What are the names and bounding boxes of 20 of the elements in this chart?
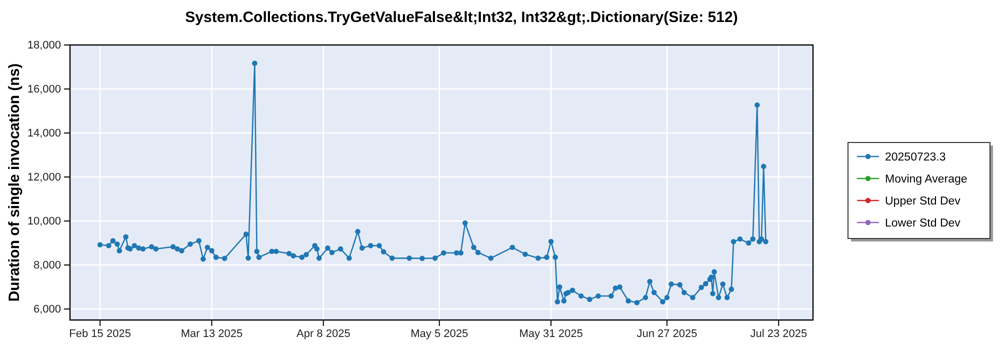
y-tick-label: 6,000 <box>33 304 61 316</box>
x-tick-label: Feb 15 2025 <box>69 328 131 340</box>
y-tick-label: 14,000 <box>27 128 61 140</box>
x-tick-label: May 31 2025 <box>519 328 583 340</box>
x-tick-label: Jun 27 2025 <box>636 328 698 340</box>
y-tick-label: 12,000 <box>27 172 61 184</box>
x-tick-label: Mar 13 2025 <box>180 328 243 340</box>
y-tick-label: 18,000 <box>27 40 61 52</box>
legend-label: Moving Average <box>885 174 968 186</box>
chart-title: System.Collections.TryGetValueFalse&lt;Int32, Int32&gt;.Dictionary(Size: 512) <box>185 9 738 26</box>
legend-label: Lower Std Dev <box>885 218 961 230</box>
x-tick-label: May 5 2025 <box>410 328 468 340</box>
y-axis-title: Duration of single invocation (ns) <box>6 63 23 302</box>
y-tick-label: 8,000 <box>33 260 61 272</box>
y-tick-label: 16,000 <box>27 84 61 96</box>
y-tick-label: 10,000 <box>27 216 61 228</box>
legend-label: 20250723.3 <box>885 152 946 164</box>
x-tick-label: Jul 23 2025 <box>750 328 808 340</box>
legend-label: Upper Std Dev <box>885 196 961 208</box>
x-tick-label: Apr 8 2025 <box>296 328 350 340</box>
